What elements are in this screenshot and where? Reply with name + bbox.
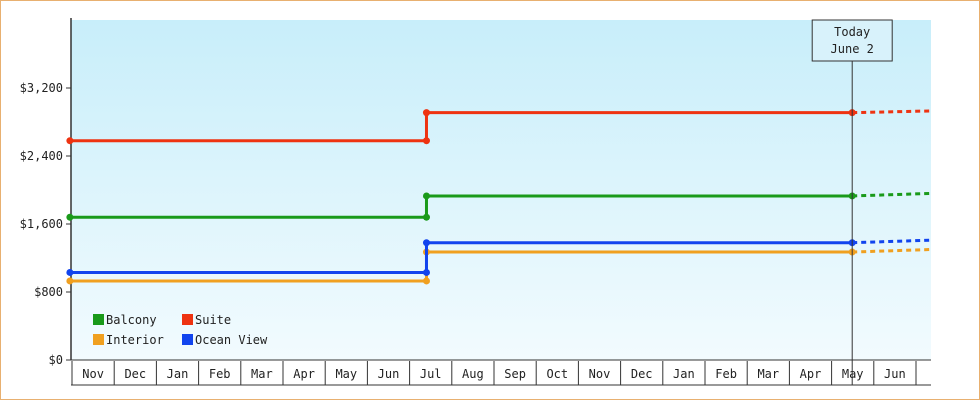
data-point: [66, 213, 74, 221]
legend-label: Balcony: [106, 313, 157, 327]
data-point: [422, 277, 430, 285]
today-box: [811, 19, 893, 62]
series-line: [69, 111, 853, 143]
x-tick-label: Nov: [589, 367, 611, 381]
legend-swatch: [182, 334, 193, 345]
legend-swatch: [93, 314, 104, 325]
data-point: [422, 239, 430, 247]
y-tick-label: $0: [49, 353, 63, 367]
x-tick-label: Jun: [884, 367, 906, 381]
data-point: [66, 277, 74, 285]
x-tick-label: Mar: [757, 367, 779, 381]
x-tick-label: Jan: [167, 367, 189, 381]
data-point: [422, 213, 430, 221]
data-point: [66, 268, 74, 276]
legend-label: Ocean View: [195, 333, 268, 347]
legend-item: Ocean View: [182, 333, 268, 347]
series-projection: [852, 109, 932, 115]
x-tick-label: Sep: [504, 367, 526, 381]
series-projection: [852, 248, 932, 254]
data-point: [422, 268, 430, 276]
today-date: June 2: [831, 42, 874, 56]
series-projection: [852, 238, 932, 245]
data-point: [422, 109, 430, 117]
x-tick-label: Jun: [378, 367, 400, 381]
data-point: [422, 192, 430, 200]
legend-swatch: [182, 314, 193, 325]
x-tick-label: Mar: [251, 367, 273, 381]
y-tick-label: $1,600: [20, 217, 63, 231]
x-tick-label: Jul: [420, 367, 442, 381]
x-tick-label: Aug: [462, 367, 484, 381]
data-point: [66, 137, 74, 145]
x-tick-label: Dec: [124, 367, 146, 381]
y-tick-label: $3,200: [20, 81, 63, 95]
legend-item: Balcony: [93, 313, 157, 327]
x-tick-label: May: [335, 367, 357, 381]
data-point: [422, 137, 430, 145]
today-label: Today: [834, 25, 870, 39]
legend-label: Suite: [195, 313, 231, 327]
x-tick-label: Apr: [293, 367, 315, 381]
x-tick-label: Nov: [82, 367, 104, 381]
series-projection: [852, 191, 932, 198]
x-tick-label: Apr: [800, 367, 822, 381]
legend-swatch: [93, 334, 104, 345]
plot-background: [71, 20, 931, 360]
series-line: [69, 241, 853, 274]
x-tick-label: Feb: [209, 367, 231, 381]
series-balcony: [66, 191, 932, 221]
legend-item: Suite: [182, 313, 231, 327]
x-tick-label: Jan: [673, 367, 695, 381]
y-tick-label: $800: [34, 285, 63, 299]
legend-label: Interior: [106, 333, 164, 347]
x-tick-label: Oct: [546, 367, 568, 381]
y-tick-label: $2,400: [20, 149, 63, 163]
series-suite: [66, 109, 932, 145]
x-tick-label: Feb: [715, 367, 737, 381]
legend-item: Interior: [93, 333, 164, 347]
x-tick-label: Dec: [631, 367, 653, 381]
series-line: [69, 194, 853, 219]
